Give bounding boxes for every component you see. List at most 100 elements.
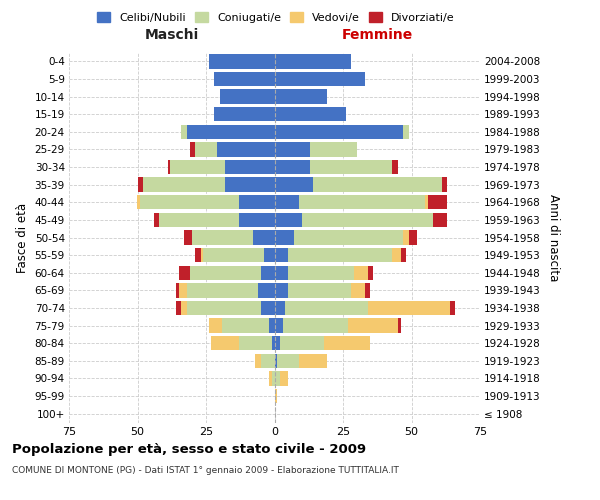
Bar (261, 354, 275, 368)
Text: COMUNE DI MONTONE (PG) - Dati ISTAT 1° gennaio 2009 - Elaborazione TUTTITALIA.IT: COMUNE DI MONTONE (PG) - Dati ISTAT 1° g… (12, 466, 399, 475)
Bar (288, 283, 351, 298)
Bar (137, 195, 140, 210)
Bar (392, 160, 398, 174)
Bar (277, 354, 299, 368)
Bar (310, 160, 392, 174)
Bar (167, 160, 170, 174)
Bar (275, 389, 277, 404)
Bar (209, 54, 275, 68)
Bar (190, 266, 261, 280)
Bar (275, 354, 277, 368)
Bar (392, 248, 401, 262)
Bar (313, 178, 442, 192)
Bar (195, 142, 217, 156)
Bar (275, 90, 326, 104)
Bar (275, 230, 293, 244)
Bar (217, 142, 275, 156)
Bar (203, 248, 263, 262)
Text: Popolazione per età, sesso e stato civile - 2009: Popolazione per età, sesso e stato civil… (12, 442, 366, 456)
Bar (275, 301, 286, 315)
Bar (239, 212, 275, 227)
Bar (310, 142, 356, 156)
Bar (299, 354, 326, 368)
Bar (253, 230, 275, 244)
Bar (275, 283, 288, 298)
Bar (275, 336, 280, 350)
Bar (214, 107, 275, 122)
Bar (143, 178, 225, 192)
Bar (258, 283, 275, 298)
Bar (275, 54, 351, 68)
Bar (269, 318, 275, 333)
Bar (275, 178, 313, 192)
Bar (184, 230, 193, 244)
Bar (275, 212, 302, 227)
Bar (280, 371, 288, 386)
Bar (283, 318, 349, 333)
Y-axis label: Anni di nascita: Anni di nascita (547, 194, 560, 281)
Bar (275, 124, 403, 139)
Bar (211, 336, 239, 350)
Bar (275, 248, 288, 262)
Bar (181, 124, 187, 139)
Bar (275, 142, 310, 156)
Bar (428, 195, 447, 210)
Bar (403, 230, 409, 244)
Bar (288, 266, 354, 280)
Bar (275, 318, 283, 333)
Bar (176, 283, 179, 298)
Bar (272, 336, 275, 350)
Bar (401, 248, 406, 262)
Text: Maschi: Maschi (145, 28, 199, 42)
Bar (351, 283, 365, 298)
Bar (176, 301, 181, 315)
Bar (195, 248, 200, 262)
Bar (293, 230, 403, 244)
Bar (275, 371, 280, 386)
Bar (256, 354, 261, 368)
Bar (239, 195, 275, 210)
Bar (179, 283, 187, 298)
Bar (272, 371, 275, 386)
Bar (275, 160, 310, 174)
Text: Femmine: Femmine (341, 28, 413, 42)
Bar (349, 318, 398, 333)
Bar (368, 301, 450, 315)
Bar (154, 212, 160, 227)
Bar (190, 142, 195, 156)
Bar (450, 301, 455, 315)
Bar (187, 283, 258, 298)
Bar (365, 283, 370, 298)
Bar (187, 124, 275, 139)
Bar (299, 195, 425, 210)
Bar (160, 212, 239, 227)
Bar (275, 266, 288, 280)
Bar (425, 195, 428, 210)
Legend: Celibi/Nubili, Coniugati/e, Vedovi/e, Divorziati/e: Celibi/Nubili, Coniugati/e, Vedovi/e, Di… (93, 8, 459, 28)
Bar (181, 301, 187, 315)
Bar (288, 248, 392, 262)
Bar (302, 212, 433, 227)
Bar (368, 266, 373, 280)
Bar (220, 90, 275, 104)
Y-axis label: Fasce di età: Fasce di età (16, 202, 29, 272)
Bar (239, 336, 272, 350)
Bar (275, 72, 365, 86)
Bar (275, 195, 299, 210)
Bar (261, 301, 275, 315)
Bar (214, 72, 275, 86)
Bar (409, 230, 417, 244)
Bar (398, 318, 401, 333)
Bar (137, 178, 143, 192)
Bar (442, 178, 447, 192)
Bar (324, 336, 370, 350)
Bar (179, 266, 190, 280)
Bar (269, 371, 272, 386)
Bar (225, 160, 275, 174)
Bar (187, 301, 261, 315)
Bar (140, 195, 239, 210)
Bar (225, 178, 275, 192)
Bar (209, 318, 223, 333)
Bar (433, 212, 447, 227)
Bar (192, 230, 253, 244)
